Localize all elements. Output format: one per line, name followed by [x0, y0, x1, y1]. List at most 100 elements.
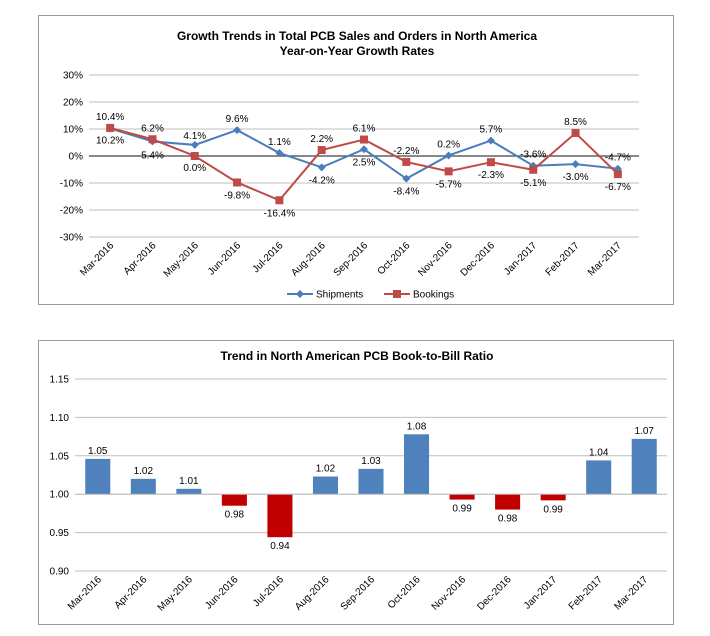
shipments-point	[317, 163, 326, 172]
bookings-point	[444, 167, 453, 176]
bookings-point	[106, 123, 115, 132]
legend-label: Shipments	[316, 290, 363, 301]
data-label: -4.2%	[309, 175, 335, 186]
bookings-point	[317, 146, 326, 155]
bar-value-label: 0.99	[543, 504, 563, 515]
x-tick-label: Jan-2017	[522, 574, 560, 612]
bar	[449, 494, 475, 500]
x-tick-label: May-2016	[162, 240, 202, 280]
shipments-point	[444, 151, 453, 160]
shipments-point	[571, 160, 580, 169]
y-tick-label: -20%	[60, 206, 83, 217]
bookings-point	[190, 152, 199, 160]
x-tick-label: Jul-2016	[251, 574, 286, 609]
y-tick-label: 0%	[69, 152, 84, 163]
data-label: 2.2%	[310, 134, 333, 145]
growth-chart-svg: Growth Trends in Total PCB Sales and Ord…	[60, 29, 639, 301]
x-tick-label: Jan-2017	[502, 240, 540, 278]
bookings-point	[529, 165, 538, 174]
legend-marker	[296, 290, 304, 298]
data-label: -5.7%	[436, 179, 462, 190]
x-tick-label: Feb-2017	[544, 240, 582, 278]
bar	[130, 478, 156, 495]
bar-value-label: 1.07	[634, 426, 654, 437]
data-label: 10.2%	[96, 135, 124, 146]
bookings-point	[613, 170, 622, 179]
y-tick-label: 20%	[63, 98, 83, 109]
bar	[85, 458, 111, 495]
data-label: 4.1%	[183, 131, 206, 142]
data-label: 5.4%	[141, 150, 164, 161]
data-label: -9.8%	[224, 190, 250, 201]
data-label: -16.4%	[264, 208, 296, 219]
x-tick-label: Jun-2016	[203, 574, 241, 612]
bar	[586, 460, 612, 495]
x-tick-label: Mar-2016	[66, 574, 104, 612]
bar-value-label: 1.03	[361, 456, 381, 467]
y-tick-label: 1.00	[50, 490, 70, 501]
shipments-point	[402, 174, 411, 183]
bar-value-label: 1.01	[179, 476, 199, 487]
bookings-point	[360, 135, 368, 144]
book-to-bill-title: Trend in North American PCB Book-to-Bill…	[221, 349, 494, 363]
bar-value-label: 1.02	[134, 466, 154, 477]
x-tick-label: May-2016	[156, 574, 196, 614]
x-tick-label: Oct-2016	[376, 240, 413, 277]
growth-chart-panel: Growth Trends in Total PCB Sales and Ord…	[38, 15, 674, 305]
data-label: 8.5%	[564, 117, 587, 128]
y-tick-label: 10%	[63, 125, 83, 136]
x-tick-label: Aug-2016	[289, 240, 328, 279]
bar	[358, 468, 384, 495]
x-tick-label: Dec-2016	[459, 240, 498, 279]
y-tick-label: 1.05	[50, 451, 70, 462]
x-tick-label: Aug-2016	[293, 574, 332, 613]
book-to-bill-panel: Trend in North American PCB Book-to-Bill…	[38, 340, 674, 625]
bar-value-label: 1.02	[316, 464, 336, 475]
bar-value-label: 0.98	[225, 510, 245, 521]
bar	[631, 438, 657, 495]
bookings-point	[233, 178, 242, 187]
data-label: 0.2%	[437, 139, 460, 150]
bookings-point	[571, 129, 580, 138]
bar	[404, 434, 430, 495]
y-tick-label: 0.95	[50, 528, 70, 539]
y-tick-label: 30%	[63, 71, 83, 82]
data-label: 2.5%	[353, 157, 376, 168]
data-label: -3.6%	[520, 150, 546, 161]
y-tick-label: 1.10	[50, 413, 70, 424]
y-tick-label: -30%	[60, 233, 83, 244]
legend-marker	[393, 290, 401, 298]
shipments-point	[233, 126, 242, 135]
shipments-point	[190, 140, 199, 149]
x-tick-label: Apr-2016	[113, 574, 150, 611]
data-label: 10.4%	[96, 112, 124, 123]
bar	[176, 488, 202, 495]
data-label: -4.7%	[605, 153, 631, 164]
x-tick-label: Mar-2016	[78, 240, 116, 278]
bar	[267, 494, 293, 538]
x-tick-label: Jul-2016	[251, 240, 286, 275]
data-label: 0.0%	[183, 163, 206, 174]
bookings-point	[486, 158, 495, 167]
data-label: -3.0%	[562, 172, 588, 183]
y-tick-label: 1.15	[50, 375, 70, 386]
data-label: 5.7%	[480, 125, 503, 136]
x-tick-label: Oct-2016	[386, 574, 423, 611]
legend-label: Bookings	[413, 290, 454, 301]
bar-value-label: 0.98	[498, 514, 518, 525]
y-tick-label: 0.90	[50, 567, 70, 578]
bar	[312, 476, 338, 495]
data-label: -8.4%	[393, 187, 419, 198]
bar	[221, 494, 247, 506]
data-label: 1.1%	[268, 137, 291, 148]
data-label: 9.6%	[226, 114, 249, 125]
bar	[540, 494, 566, 501]
bookings-point	[402, 157, 411, 166]
bookings-point	[148, 135, 157, 144]
data-label: -5.1%	[520, 178, 546, 189]
book-to-bill-svg: Trend in North American PCB Book-to-Bill…	[50, 349, 667, 614]
x-tick-label: Sep-2016	[332, 240, 371, 279]
data-label: -2.3%	[478, 170, 504, 181]
bar	[495, 494, 521, 510]
bar-value-label: 1.04	[589, 447, 609, 458]
